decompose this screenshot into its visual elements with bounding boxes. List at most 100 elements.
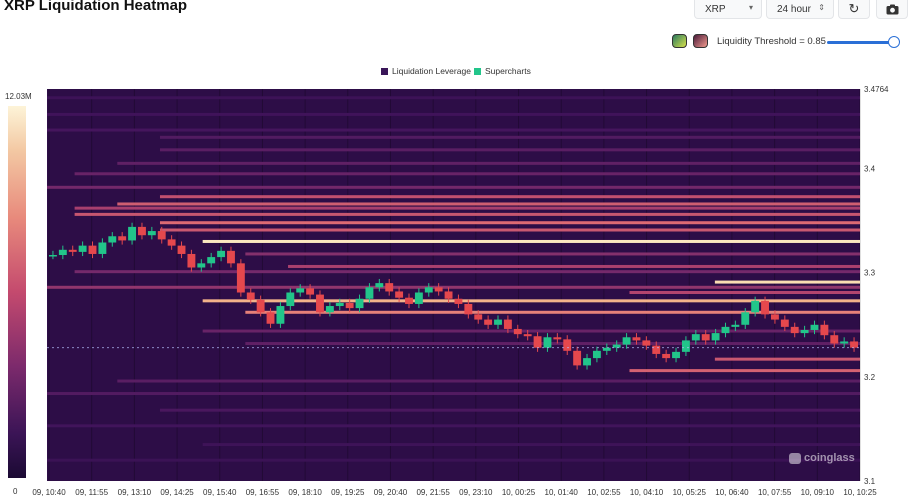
candle-body xyxy=(632,337,641,341)
liquidity-band xyxy=(47,285,860,289)
candle-body xyxy=(325,306,334,313)
x-tick-label: 09, 21:55 xyxy=(416,488,450,497)
candle-body xyxy=(246,292,255,300)
candle-body xyxy=(444,291,453,299)
liquidity-band xyxy=(117,161,860,165)
candle-body xyxy=(503,319,512,329)
liquidity-band xyxy=(202,329,861,333)
candle-body xyxy=(701,334,710,341)
candle-body xyxy=(355,298,364,309)
candle-body xyxy=(523,334,532,337)
candle-body xyxy=(296,288,305,293)
range-select[interactable]: 24 hour ⇕ xyxy=(766,0,834,19)
liquidity-band xyxy=(74,172,860,176)
liquidity-band xyxy=(159,148,860,152)
x-tick-label: 10, 01:40 xyxy=(545,488,579,497)
screenshot-button[interactable] xyxy=(876,0,908,19)
candle-body xyxy=(276,306,285,324)
watermark-text: coinglass xyxy=(804,452,855,464)
threshold-label: Liquidity Threshold = 0.85 xyxy=(717,36,826,47)
candle-body xyxy=(761,300,769,315)
liquidity-band xyxy=(202,239,861,243)
x-tick-label: 10, 05:25 xyxy=(673,488,707,497)
liquidity-band xyxy=(714,357,860,361)
x-tick-label: 09, 20:40 xyxy=(374,488,408,497)
candle-body xyxy=(691,334,700,341)
candle-body xyxy=(850,341,858,348)
y-tick-label: 3.4 xyxy=(864,165,876,174)
legend-item-liquidation[interactable]: Liquidation Leverage xyxy=(381,66,471,76)
candle-body xyxy=(840,341,849,344)
liquidity-band xyxy=(47,96,860,100)
x-tick-label: 09, 10:40 xyxy=(32,488,66,497)
candle-body xyxy=(49,255,57,257)
threshold-slider-knob[interactable] xyxy=(888,36,900,48)
candle-body xyxy=(464,303,473,315)
candle-body xyxy=(563,339,572,351)
candle-body xyxy=(622,337,631,345)
legend-item-supercharts[interactable]: Supercharts xyxy=(474,66,531,76)
candle-body xyxy=(780,319,789,327)
liquidity-band xyxy=(245,342,861,346)
watermark: coinglass xyxy=(789,452,855,464)
candle-body xyxy=(177,245,186,254)
candle-body xyxy=(128,226,137,241)
liquidity-band xyxy=(47,185,860,189)
candle-body xyxy=(414,292,423,304)
candle-body xyxy=(652,345,661,354)
refresh-button[interactable]: ↻ xyxy=(838,0,870,19)
candle-body xyxy=(286,292,295,307)
candle-body xyxy=(375,283,384,288)
liquidity-band xyxy=(629,290,860,294)
liquidity-band xyxy=(714,280,860,284)
candle-body xyxy=(345,302,354,309)
candle-body xyxy=(306,288,315,295)
green-palette-swatch[interactable] xyxy=(672,34,687,48)
candle-body xyxy=(138,226,146,236)
candle-body xyxy=(207,257,216,264)
liquidity-band xyxy=(629,369,860,373)
threshold-slider-track[interactable] xyxy=(827,41,895,44)
candle-body xyxy=(454,298,463,304)
red-palette-swatch[interactable] xyxy=(693,34,708,48)
candle-body xyxy=(217,250,226,258)
refresh-icon: ↻ xyxy=(848,1,860,16)
candle-body xyxy=(108,236,117,243)
liquidity-band xyxy=(47,458,860,462)
camera-icon xyxy=(886,4,898,14)
liquidity-band xyxy=(47,112,860,116)
candle-body xyxy=(395,291,404,298)
candle-body xyxy=(424,287,433,293)
x-tick-label: 09, 15:40 xyxy=(203,488,237,497)
symbol-select[interactable]: XRP ▾ xyxy=(694,0,762,19)
legend-swatch xyxy=(381,67,388,75)
liquidity-band xyxy=(159,408,860,412)
candle-body xyxy=(88,245,97,254)
liquidity-band xyxy=(245,252,861,256)
stepper-icon: ⇕ xyxy=(818,3,825,12)
candle-body xyxy=(800,329,809,334)
candle-body xyxy=(167,239,176,246)
liquidity-band xyxy=(202,299,861,303)
y-axis: 3.4764 3.4 3.3 3.2 3.1 xyxy=(864,85,889,486)
heatmap-background xyxy=(47,89,860,481)
x-tick-label: 09, 16:55 xyxy=(246,488,280,497)
x-tick-label: 10, 04:10 xyxy=(630,488,664,497)
candle-body xyxy=(197,263,206,268)
liquidity-band xyxy=(159,195,860,199)
colorbar-min-label: 0 xyxy=(13,487,18,496)
liquidity-band xyxy=(47,424,860,428)
liquidity-band xyxy=(74,206,860,210)
liquidity-band xyxy=(288,264,860,268)
candle-body xyxy=(266,312,275,324)
liquidity-band xyxy=(47,392,860,396)
candle-body xyxy=(583,358,591,366)
candle-body xyxy=(147,231,156,236)
candle-body xyxy=(58,249,67,256)
candle-body xyxy=(770,314,779,320)
candle-body xyxy=(494,319,502,325)
x-tick-label: 09, 11:55 xyxy=(75,488,108,497)
candle-body xyxy=(681,340,690,352)
liquidity-bands xyxy=(47,96,861,462)
